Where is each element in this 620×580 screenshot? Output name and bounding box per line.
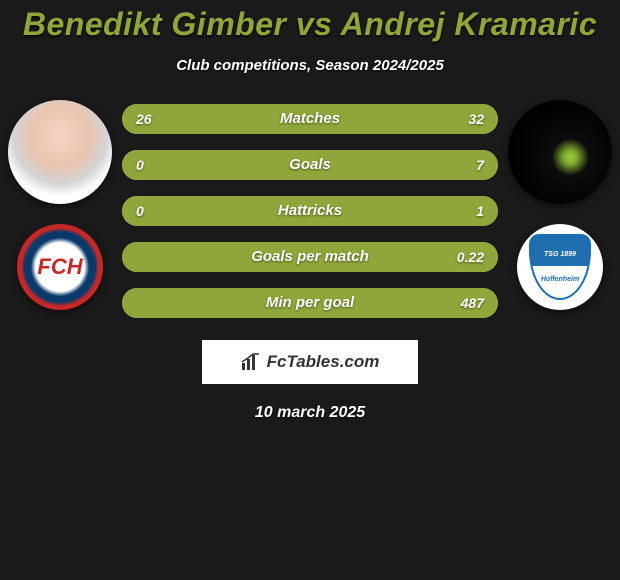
club-left-short: FCH	[37, 254, 82, 280]
stat-label: Goals per match	[122, 242, 498, 272]
club-right-short: TSG 1899	[544, 251, 576, 258]
comparison-card: Benedikt Gimber vs Andrej Kramaric Club …	[0, 0, 620, 422]
stat-label: Hattricks	[122, 196, 498, 226]
club-right-sub: Hoffenheim	[541, 276, 579, 283]
stat-bar: 07Goals	[122, 150, 498, 180]
brand-badge: FcTables.com	[202, 340, 418, 384]
brand-text: FcTables.com	[267, 352, 380, 372]
page-title: Benedikt Gimber vs Andrej Kramaric	[0, 6, 620, 43]
stat-bar: 487Min per goal	[122, 288, 498, 318]
stat-bar: 2632Matches	[122, 104, 498, 134]
comparison-body: FCH 2632Matches 07Goals 01Hattricks 0.22Goa…	[0, 100, 620, 334]
stat-label: Matches	[122, 104, 498, 134]
player-right-club-badge: TSG 1899 Hoffenheim	[517, 224, 603, 310]
bars-icon	[241, 353, 261, 371]
subtitle: Club competitions, Season 2024/2025	[0, 57, 620, 74]
shield-icon: TSG 1899 Hoffenheim	[529, 234, 591, 300]
date-text: 10 march 2025	[0, 404, 620, 422]
player-right-column: TSG 1899 Hoffenheim	[508, 100, 612, 310]
stat-bar: 0.22Goals per match	[122, 242, 498, 272]
player-left-avatar	[8, 100, 112, 204]
player-left-club-badge: FCH	[17, 224, 103, 310]
player-left-column: FCH	[8, 100, 112, 310]
player-right-avatar	[508, 100, 612, 204]
stat-label: Goals	[122, 150, 498, 180]
stat-bar: 01Hattricks	[122, 196, 498, 226]
stat-bars: 2632Matches 07Goals 01Hattricks 0.22Goals p…	[112, 100, 508, 334]
stat-label: Min per goal	[122, 288, 498, 318]
